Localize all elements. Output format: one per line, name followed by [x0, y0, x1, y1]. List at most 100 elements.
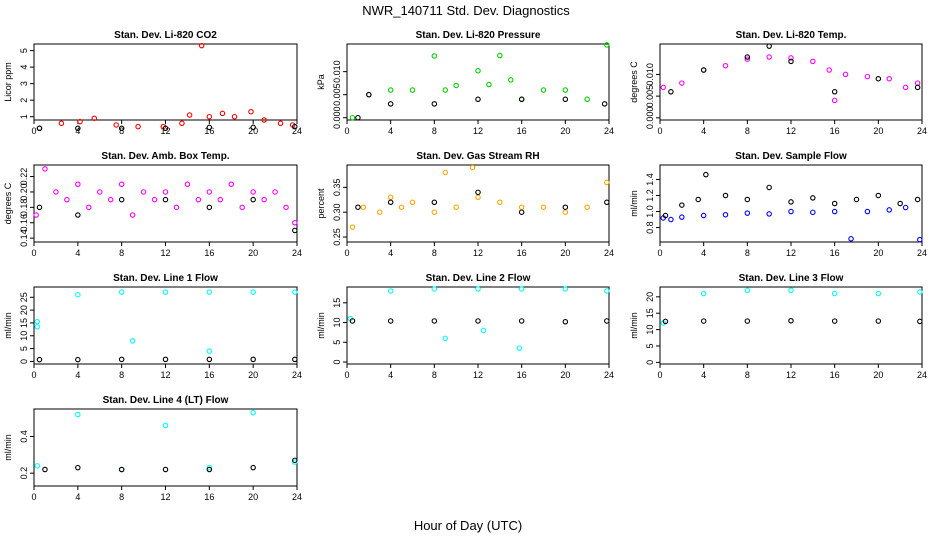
x-tick-label: 4: [75, 248, 80, 258]
data-point: [914, 84, 921, 91]
data-point: [604, 42, 610, 48]
data-point: [261, 117, 267, 123]
x-tick-label: 0: [344, 370, 349, 380]
data-point: [766, 211, 772, 217]
x-tick-label: 4: [388, 126, 393, 136]
data-point: [831, 290, 838, 297]
data-point: [826, 67, 832, 73]
data-point: [700, 290, 707, 297]
x-tick-label: 4: [701, 248, 706, 258]
y-tick-label: 5: [645, 343, 655, 348]
data-point: [744, 196, 751, 203]
data-point: [118, 356, 125, 363]
x-tick-label: 20: [248, 492, 258, 502]
data-point: [788, 208, 794, 215]
x-tick-label: 16: [517, 248, 527, 258]
data-point: [562, 209, 569, 215]
panel-3: Stan. Dev. Li-820 Temp.0 4 8 12 16 20 240.0000…: [629, 30, 927, 136]
y-tick-label: 15: [645, 308, 655, 318]
series-cyan: [34, 289, 298, 354]
x-tick-label: 0: [31, 248, 36, 258]
data-point: [34, 318, 41, 325]
x-tick-label: 24: [292, 126, 302, 136]
x-tick-label: 24: [292, 492, 302, 502]
data-point: [540, 87, 547, 93]
x-tick-label: 20: [873, 126, 883, 136]
data-point: [86, 204, 92, 211]
data-point: [660, 84, 667, 91]
x-tick-label: 0: [657, 126, 662, 136]
data-point: [387, 199, 394, 206]
y-tick-label: 0.000: [332, 106, 342, 129]
y-tick-label: 0.8: [645, 221, 655, 234]
series-black: [42, 457, 298, 473]
x-tick-label: 4: [75, 370, 80, 380]
y-tick-label: 0.005: [332, 83, 342, 106]
y-tick-label: 20: [19, 305, 29, 315]
series-cyan: [34, 409, 298, 473]
y-tick-label: 0.4: [19, 430, 29, 443]
data-point: [292, 356, 298, 363]
y-tick-label: 0: [645, 360, 655, 365]
figure-title: NWR_140711 Std. Dev. Diagnostics: [362, 3, 570, 18]
x-tick-label: 12: [786, 370, 796, 380]
data-point: [475, 67, 481, 74]
data-point: [722, 62, 729, 69]
panel-title: Stan. Dev. Line 2 Flow: [426, 273, 531, 284]
series-black: [355, 189, 610, 215]
series-black: [36, 123, 298, 132]
data-point: [206, 464, 213, 471]
data-point: [36, 125, 43, 132]
x-tick-label: 4: [75, 492, 80, 502]
data-point: [475, 194, 481, 201]
data-point: [151, 196, 158, 203]
series-cyan: [660, 287, 923, 326]
x-tick-label: 16: [830, 248, 840, 258]
data-point: [292, 227, 298, 234]
data-point: [272, 189, 278, 195]
x-tick-label: 16: [517, 370, 527, 380]
data-point: [277, 120, 284, 127]
panel-title: Stan. Dev. Li-820 CO2: [114, 30, 217, 41]
y-tick-label: 1.0: [645, 205, 655, 218]
x-tick-label: 20: [560, 370, 570, 380]
data-point: [744, 54, 751, 60]
x-tick-label: 20: [560, 248, 570, 258]
x-tick-label: 24: [292, 370, 302, 380]
data-point: [36, 356, 43, 363]
data-point: [766, 184, 772, 191]
data-point: [349, 114, 356, 121]
data-point: [875, 75, 882, 82]
data-point: [875, 192, 882, 199]
data-point: [184, 181, 191, 188]
y-axis-label: ml/min: [629, 312, 639, 339]
y-tick-label: 15: [19, 318, 29, 328]
series-black: [36, 196, 298, 234]
y-tick-label: 0.010: [645, 63, 655, 86]
x-tick-label: 24: [604, 370, 614, 380]
data-point: [135, 123, 141, 130]
data-point: [75, 291, 81, 298]
x-tick-label: 16: [204, 248, 214, 258]
y-axis-label: percent: [316, 188, 326, 219]
y-tick-label: 0.2: [19, 467, 29, 480]
series-black: [349, 318, 610, 325]
y-axis-label: ml/min: [316, 312, 326, 339]
data-point: [75, 212, 81, 218]
data-point: [292, 457, 298, 464]
data-point: [831, 208, 838, 215]
x-tick-label: 0: [344, 126, 349, 136]
data-point: [292, 220, 298, 226]
data-point: [387, 194, 394, 201]
y-tick-label: 10: [19, 331, 29, 341]
x-tick-label: 12: [473, 370, 483, 380]
y-tick-label: 1: [19, 114, 29, 119]
data-point: [766, 54, 772, 60]
data-point: [831, 200, 838, 207]
data-point: [788, 199, 794, 205]
data-point: [744, 56, 751, 62]
y-axis-label: kPa: [316, 74, 326, 90]
data-point: [206, 466, 213, 473]
data-point: [118, 181, 125, 188]
